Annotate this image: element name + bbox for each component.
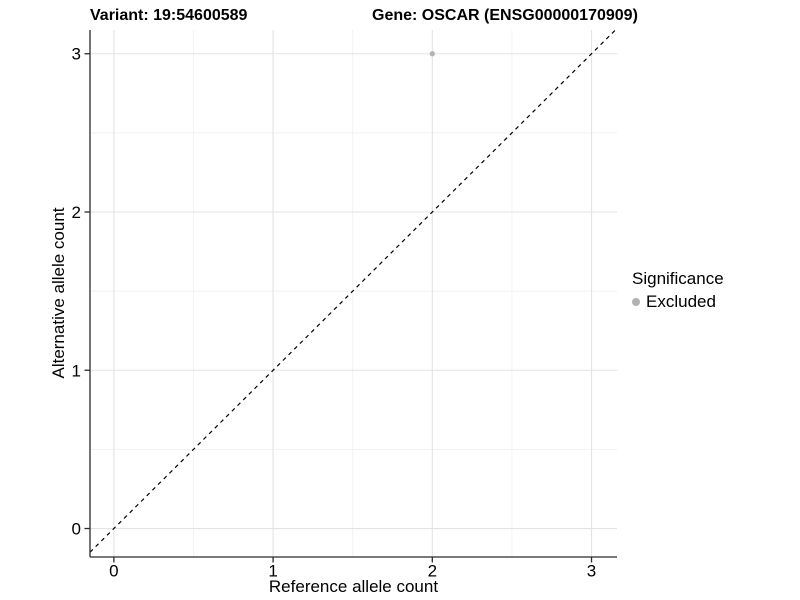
y-tick-label: 2: [72, 203, 81, 222]
excluded-point-icon: [632, 298, 640, 306]
y-tick-label: 3: [72, 45, 81, 64]
legend-item-label: Excluded: [646, 292, 716, 311]
legend-title: Significance: [632, 269, 724, 288]
plot-title-gene: Gene: OSCAR (ENSG00000170909): [372, 7, 638, 24]
y-tick-label: 1: [72, 361, 81, 380]
x-tick-label: 1: [268, 562, 277, 581]
plot-title-variant: Variant: 19:54600589: [90, 7, 248, 24]
x-tick-label: 0: [109, 562, 118, 581]
data-point: [429, 51, 435, 57]
y-tick-label: 0: [72, 520, 81, 539]
x-tick-label: 3: [587, 562, 596, 581]
y-axis-title: Alternative allele count: [49, 207, 68, 379]
identity-line: [89, 29, 616, 553]
x-tick-label: 2: [428, 562, 437, 581]
legend-item-excluded: Excluded: [632, 292, 724, 312]
legend: Significance Excluded: [632, 269, 724, 312]
x-axis-title: Reference allele count: [268, 577, 439, 596]
